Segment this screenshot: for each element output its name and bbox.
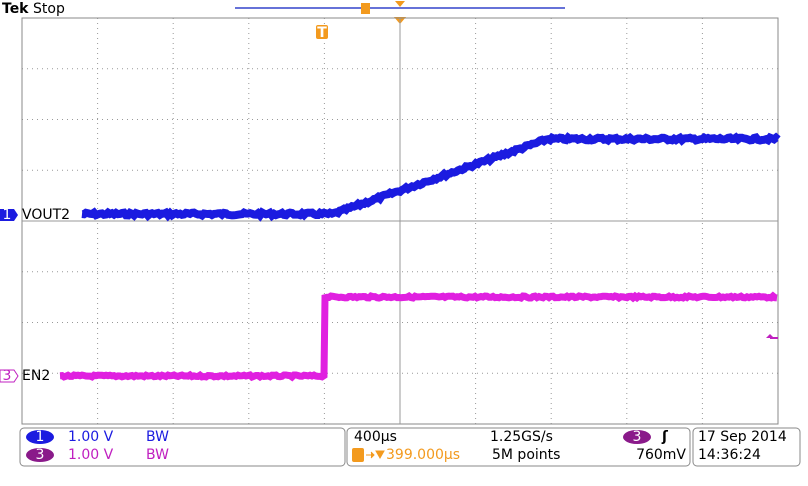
ch3-marker	[0, 369, 19, 383]
trig-ch-label: 3	[633, 429, 642, 445]
channel-box	[19, 427, 346, 467]
ch1-badge-label: 1	[36, 429, 45, 445]
trigger-pos-arrow	[366, 450, 385, 460]
trigger-marker: T	[317, 25, 327, 41]
ch3-bw: BW	[146, 447, 169, 463]
datetime-box	[692, 427, 801, 467]
date: 17 Sep 2014	[698, 429, 787, 445]
trigger-slope: ʃ	[661, 429, 669, 445]
ch1-marker	[0, 209, 18, 221]
ch1-scale: 1.00 V	[68, 429, 114, 445]
ch1-marker-label: 1	[3, 207, 12, 223]
ch3-marker-label: 3	[3, 368, 12, 384]
en2-trace	[59, 291, 778, 382]
ch3-scale: 1.00 V	[68, 447, 114, 463]
vout2-trace	[81, 132, 781, 222]
ch1-badge	[26, 430, 54, 444]
view-marker	[361, 3, 370, 14]
trigger-pos-icon	[352, 448, 364, 462]
ch3-badge-label: 3	[36, 447, 45, 463]
timebase: 400µs	[354, 429, 397, 445]
time: 14:36:24	[698, 447, 761, 463]
trig-ch-badge	[623, 430, 651, 444]
run-state: Stop	[33, 1, 65, 17]
trigger-position: 399.000µs	[386, 447, 460, 463]
sample-rate: 1.25GS/s	[490, 429, 553, 445]
timebase-box	[346, 427, 691, 467]
trigger-marker-box	[316, 25, 328, 39]
trace-label: VOUT2	[22, 207, 70, 223]
trigger-level: 760mV	[636, 447, 686, 463]
brand: Tek	[2, 1, 29, 17]
trace-label: EN2	[22, 368, 50, 384]
ch3-badge	[26, 448, 54, 462]
trigger-pos-top	[395, 1, 405, 7]
ch1-bw: BW	[146, 429, 169, 445]
record-length: 5M points	[492, 447, 560, 463]
